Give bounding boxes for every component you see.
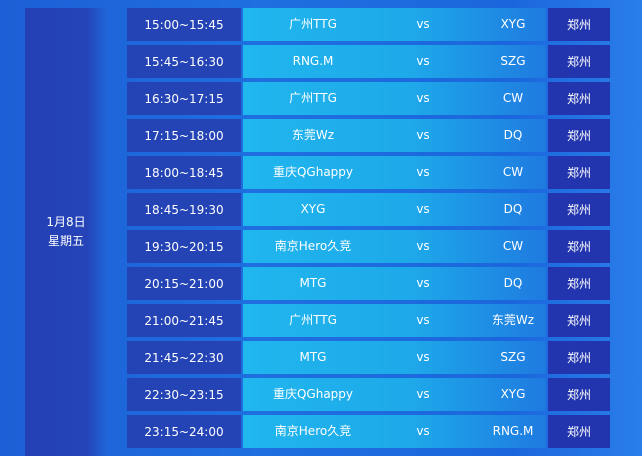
team-home: RNG.M (292, 54, 334, 68)
match-city: 郑州 (548, 45, 610, 78)
match-cell: XYG vs DQ (243, 193, 546, 226)
vs-label: vs (416, 202, 430, 216)
match-cell: 广州TTG vs 东莞Wz (243, 304, 546, 337)
match-city: 郑州 (548, 415, 610, 448)
team-home: 广州TTG (289, 17, 337, 31)
match-time: 15:45~16:30 (127, 45, 241, 78)
team-away: DQ (503, 128, 523, 142)
match-time: 17:15~18:00 (127, 119, 241, 152)
team-home: 东莞Wz (291, 128, 335, 142)
match-city: 郑州 (548, 119, 610, 152)
team-home: 南京Hero久竞 (274, 239, 352, 253)
vs-label: vs (416, 424, 430, 438)
vs-label: vs (416, 128, 430, 142)
match-city: 郑州 (548, 193, 610, 226)
team-away: RNG.M (492, 424, 534, 438)
match-city: 郑州 (548, 304, 610, 337)
team-away: SZG (500, 350, 526, 364)
match-city: 郑州 (548, 267, 610, 300)
match-time: 22:30~23:15 (127, 378, 241, 411)
match-city: 郑州 (548, 82, 610, 115)
match-cell: MTG vs SZG (243, 341, 546, 374)
match-cell: 广州TTG vs XYG (243, 8, 546, 41)
team-home: 广州TTG (289, 91, 337, 105)
date-day: 1月8日 (46, 215, 86, 229)
match-cell: 东莞Wz vs DQ (243, 119, 546, 152)
match-cell: 南京Hero久竞 vs CW (243, 230, 546, 263)
team-away: CW (502, 91, 524, 105)
vs-label: vs (416, 313, 430, 327)
table-row: 21:45~22:30 MTG vs SZG 郑州 (127, 341, 610, 374)
table-row: 23:15~24:00 南京Hero久竞 vs RNG.M 郑州 (127, 415, 610, 448)
team-home: MTG (299, 276, 327, 290)
vs-label: vs (416, 239, 430, 253)
match-cell: RNG.M vs SZG (243, 45, 546, 78)
match-time: 15:00~15:45 (127, 8, 241, 41)
match-cell: 重庆QGhappy vs XYG (243, 378, 546, 411)
match-cell: 南京Hero久竞 vs RNG.M (243, 415, 546, 448)
match-city: 郑州 (548, 341, 610, 374)
match-city: 郑州 (548, 230, 610, 263)
match-city: 郑州 (548, 156, 610, 189)
match-cell: 广州TTG vs CW (243, 82, 546, 115)
vs-label: vs (416, 276, 430, 290)
team-away: 东莞Wz (491, 313, 535, 327)
team-away: DQ (503, 276, 523, 290)
vs-label: vs (416, 165, 430, 179)
table-row: 20:15~21:00 MTG vs DQ 郑州 (127, 267, 610, 300)
table-row: 19:30~20:15 南京Hero久竞 vs CW 郑州 (127, 230, 610, 263)
vs-label: vs (416, 54, 430, 68)
vs-label: vs (416, 91, 430, 105)
match-time: 20:15~21:00 (127, 267, 241, 300)
vs-label: vs (416, 387, 430, 401)
vs-label: vs (416, 17, 430, 31)
table-row: 22:30~23:15 重庆QGhappy vs XYG 郑州 (127, 378, 610, 411)
match-time: 16:30~17:15 (127, 82, 241, 115)
team-home: MTG (299, 350, 327, 364)
table-row: 15:00~15:45 广州TTG vs XYG 郑州 (127, 8, 610, 41)
table-row: 15:45~16:30 RNG.M vs SZG 郑州 (127, 45, 610, 78)
team-away: CW (502, 165, 524, 179)
team-home: 重庆QGhappy (272, 165, 354, 179)
match-cell: MTG vs DQ (243, 267, 546, 300)
table-row: 16:30~17:15 广州TTG vs CW 郑州 (127, 82, 610, 115)
table-row: 21:00~21:45 广州TTG vs 东莞Wz 郑州 (127, 304, 610, 337)
team-home: 南京Hero久竞 (274, 424, 352, 438)
vs-label: vs (416, 350, 430, 364)
team-away: XYG (500, 17, 526, 31)
match-time: 18:00~18:45 (127, 156, 241, 189)
match-time: 23:15~24:00 (127, 415, 241, 448)
team-home: 广州TTG (289, 313, 337, 327)
team-home: XYG (300, 202, 326, 216)
match-time: 19:30~20:15 (127, 230, 241, 263)
team-away: XYG (500, 387, 526, 401)
team-away: SZG (500, 54, 526, 68)
match-city: 郑州 (548, 8, 610, 41)
team-away: DQ (503, 202, 523, 216)
match-time: 21:00~21:45 (127, 304, 241, 337)
date-cell: 1月8日 星期五 (25, 8, 107, 456)
date-weekday: 星期五 (47, 234, 84, 248)
match-time: 18:45~19:30 (127, 193, 241, 226)
table-row: 18:45~19:30 XYG vs DQ 郑州 (127, 193, 610, 226)
match-city: 郑州 (548, 378, 610, 411)
table-row: 18:00~18:45 重庆QGhappy vs CW 郑州 (127, 156, 610, 189)
match-cell: 重庆QGhappy vs CW (243, 156, 546, 189)
table-row: 17:15~18:00 东莞Wz vs DQ 郑州 (127, 119, 610, 152)
match-time: 21:45~22:30 (127, 341, 241, 374)
team-away: CW (502, 239, 524, 253)
team-home: 重庆QGhappy (272, 387, 354, 401)
